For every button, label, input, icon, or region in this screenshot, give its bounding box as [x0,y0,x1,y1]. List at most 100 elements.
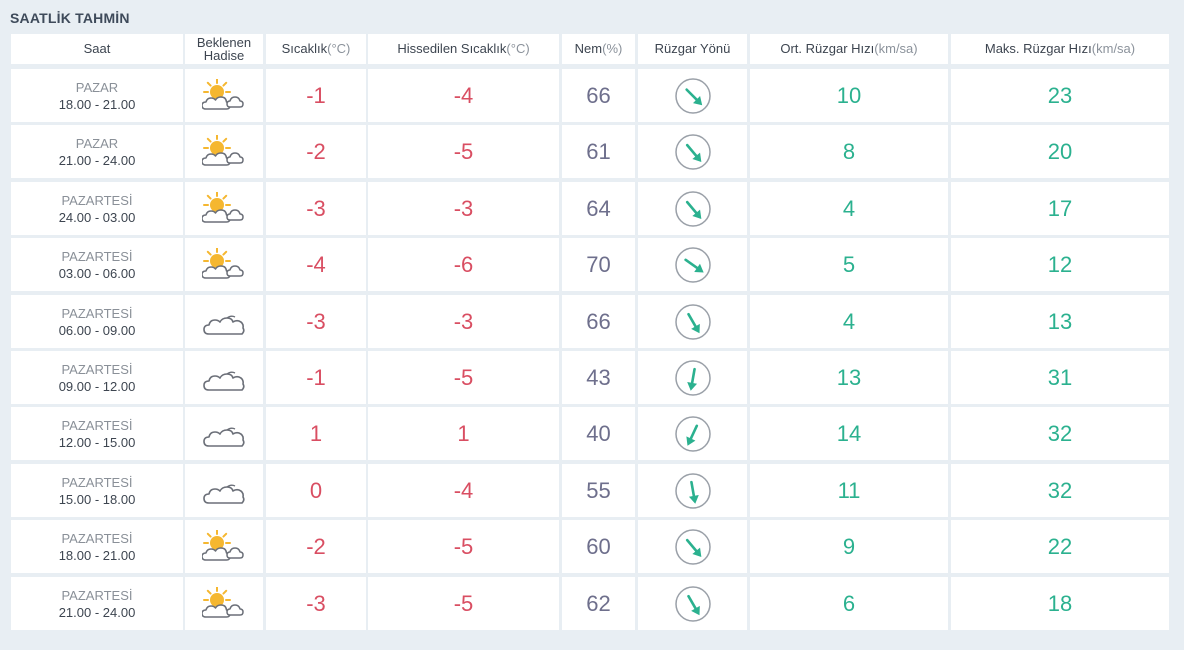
row-saat-cell: PAZARTESİ 12.00 - 15.00 [11,407,183,460]
row-temperature: 0 [309,477,323,503]
row-temperature-cell: -3 [266,182,366,235]
partly-cloudy-icon [202,529,246,564]
header-maks-ruzgar: Maks. Rüzgar Hızı (km/sa) [951,34,1169,64]
row-max-wind-cell: 12 [951,238,1169,291]
row-temperature-cell: -3 [266,577,366,630]
row-avg-wind-cell: 10 [750,69,948,122]
row-feels-like-cell: -6 [368,238,559,291]
wind-direction-arrow-icon [673,471,713,511]
row-max-wind: 32 [1047,477,1073,503]
row-wind-direction-cell [638,238,747,291]
row-temperature-cell: -1 [266,69,366,122]
row-day: PAZARTESİ [61,305,133,321]
row-feels-like: -3 [453,195,474,221]
row-feels-like-cell: -5 [368,351,559,404]
wind-direction-arrow-icon [673,527,713,567]
cloudy-icon [202,307,246,337]
row-temperature-cell: -2 [266,520,366,573]
header-hissedilen-unit: (°C) [506,41,530,56]
row-avg-wind: 4 [842,195,856,221]
row-max-wind: 31 [1047,364,1073,390]
cloudy-icon [202,419,246,449]
row-wind-direction-cell [638,182,747,235]
row-weather-cell [185,464,263,517]
row-temperature-cell: -2 [266,125,366,178]
row-day: PAZARTESİ [61,587,133,603]
row-temperature: 1 [309,420,323,446]
header-ruzgar-yonu-label: Rüzgar Yönü [654,41,731,56]
row-humidity: 60 [586,533,611,559]
row-feels-like: -3 [453,308,474,334]
row-avg-wind: 4 [842,308,856,334]
row-wind-direction-cell [638,69,747,122]
row-humidity: 43 [586,364,611,390]
row-temperature: -2 [306,138,326,164]
row-feels-like: -5 [453,533,474,559]
row-time: 15.00 - 18.00 [58,491,136,507]
row-saat-cell: PAZARTESİ 09.00 - 12.00 [11,351,183,404]
row-humidity: 66 [586,308,611,334]
wind-direction-arrow-icon [673,358,713,398]
row-feels-like-cell: -5 [368,520,559,573]
partly-cloudy-icon [202,247,246,282]
row-saat-cell: PAZARTESİ 18.00 - 21.00 [11,520,183,573]
header-hadise-line1: Beklenen [196,35,252,50]
row-wind-direction-cell [638,295,747,348]
row-humidity-cell: 40 [562,407,635,460]
row-feels-like: -4 [453,477,474,503]
row-time: 18.00 - 21.00 [58,547,136,563]
row-max-wind: 13 [1047,308,1073,334]
header-ruzgar-yonu: Rüzgar Yönü [638,34,747,64]
row-wind-direction-cell [638,351,747,404]
row-max-wind-cell: 18 [951,577,1169,630]
row-avg-wind-cell: 8 [750,125,948,178]
row-humidity: 66 [586,82,611,108]
row-humidity-cell: 55 [562,464,635,517]
row-temperature-cell: -4 [266,238,366,291]
row-temperature: -1 [306,364,326,390]
row-avg-wind: 8 [842,138,856,164]
row-weather-cell [185,238,263,291]
row-max-wind: 20 [1047,138,1073,164]
row-max-wind-cell: 17 [951,182,1169,235]
row-temperature: -4 [306,251,326,277]
row-humidity: 55 [586,477,611,503]
header-sicaklik-unit: (°C) [327,41,351,56]
row-max-wind: 22 [1047,533,1073,559]
row-max-wind-cell: 31 [951,351,1169,404]
wind-direction-arrow-icon [673,414,713,454]
header-ort-ruzgar: Ort. Rüzgar Hızı (km/sa) [750,34,948,64]
row-weather-cell [185,520,263,573]
row-avg-wind-cell: 4 [750,182,948,235]
row-avg-wind-cell: 6 [750,577,948,630]
row-humidity-cell: 61 [562,125,635,178]
row-max-wind-cell: 32 [951,407,1169,460]
row-feels-like: -5 [453,364,474,390]
row-max-wind: 12 [1047,251,1073,277]
row-weather-cell [185,182,263,235]
row-humidity-cell: 66 [562,69,635,122]
row-saat-cell: PAZARTESİ 15.00 - 18.00 [11,464,183,517]
header-saat: Saat [11,34,183,64]
row-avg-wind: 10 [836,82,862,108]
row-temperature: -3 [306,590,326,616]
row-time: 18.00 - 21.00 [58,96,136,112]
wind-direction-arrow-icon [673,76,713,116]
row-humidity-cell: 64 [562,182,635,235]
row-weather-cell [185,295,263,348]
row-feels-like-cell: -3 [368,182,559,235]
row-feels-like: -6 [453,251,474,277]
partly-cloudy-icon [202,78,246,113]
row-saat-cell: PAZARTESİ 03.00 - 06.00 [11,238,183,291]
row-wind-direction-cell [638,125,747,178]
row-day: PAZAR [75,79,119,95]
partly-cloudy-icon [202,586,246,621]
row-avg-wind: 13 [836,364,862,390]
partly-cloudy-icon [202,134,246,169]
row-max-wind-cell: 20 [951,125,1169,178]
row-avg-wind: 11 [837,477,861,503]
row-avg-wind-cell: 5 [750,238,948,291]
row-temperature-cell: -1 [266,351,366,404]
row-avg-wind: 9 [842,533,856,559]
row-avg-wind-cell: 13 [750,351,948,404]
